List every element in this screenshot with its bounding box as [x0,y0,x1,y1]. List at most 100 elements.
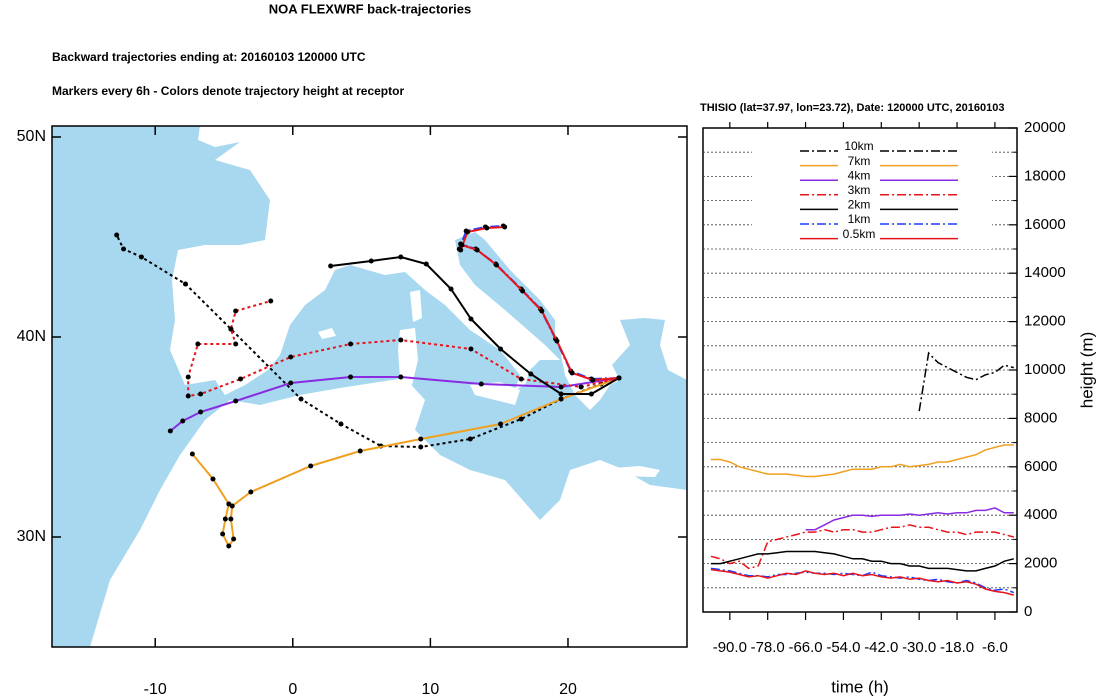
trajectory-marker [518,416,524,422]
subtitle: Backward trajectories ending at: 2016010… [52,50,366,64]
trajectory-marker [288,354,294,360]
trajectory-marker [268,298,274,304]
land-britain [198,126,262,147]
trajectory-marker [465,229,471,235]
x-tick-label: -78.0 [751,639,785,656]
land-sicily [470,382,520,405]
trajectory-marker [520,288,526,294]
trajectory-marker [467,436,473,442]
trajectory-marker [228,516,234,522]
x-tick-label: -6.0 [982,639,1008,656]
legend-label: 2km [848,198,871,212]
land-corsica [410,290,422,322]
trajectory-marker [138,254,144,260]
y-tick-label: 12000 [1024,313,1066,330]
x-tick-label: -54.0 [826,639,860,656]
x-tick-label: 20 [559,681,577,698]
trajectory-marker [498,421,504,427]
trajectory-marker [233,398,239,404]
trajectory-marker [182,281,188,287]
y-tick-label: 6000 [1024,458,1057,475]
legend-label: 7km [848,154,871,168]
trajectory-marker [198,391,204,397]
trajectory-marker [484,225,490,231]
annotation: Markers every 6h - Colors denote traject… [52,84,404,98]
trajectory-marker [233,341,239,347]
trajectory-marker [167,428,173,434]
trajectory-marker [228,326,234,332]
trajectory-marker [328,263,334,269]
x-tick-label: -90.0 [713,639,747,656]
trajectory-marker [468,346,474,352]
y-tick-label: 40N [17,328,46,345]
trajectory-marker [189,451,195,457]
trajectory-marker [616,375,622,381]
trajectory-marker [554,338,560,344]
y-tick-label: 8000 [1024,409,1057,426]
trajectory-marker [398,374,404,380]
figure-title: NOA FLEXWRF back-trajectories [269,1,472,16]
trajectory-marker [459,242,465,248]
trajectory-marker [569,370,575,376]
trajectory-marker [448,286,454,292]
y-tick-label: 10000 [1024,361,1066,378]
trajectory-marker [590,377,596,383]
panel-title: THISIO (lat=37.97, lon=23.72), Date: 120… [700,102,1005,114]
legend-label: 10km [844,139,873,153]
trajectory-marker [368,258,374,264]
trajectory-marker [185,374,191,380]
trajectory-marker [298,396,304,402]
trajectory-marker [398,337,404,343]
trajectory-marker [418,444,424,450]
height-line [710,444,1014,478]
map-background [52,126,687,647]
y-tick-label: 14000 [1024,264,1066,281]
trajectory-marker [198,409,204,415]
trajectory-marker [348,341,354,347]
trajectory [169,376,620,432]
trajectory-marker [493,262,499,268]
y-tick-label: 4000 [1024,506,1057,523]
legend-label: 4km [848,168,871,182]
trajectory-marker [558,391,564,397]
trajectory-marker [231,536,237,542]
trajectory-marker [357,448,363,454]
trajectory-marker [474,247,480,253]
trajectory-marker [238,376,244,382]
trajectory-marker [498,346,504,352]
trajectory [191,377,620,548]
trajectory-marker [539,308,545,314]
trajectory-marker [195,341,201,347]
y-tick-label: 2000 [1024,555,1057,572]
trajectory-marker [348,374,354,380]
y-tick-label: 0 [1024,603,1032,620]
trajectory-marker [222,516,228,522]
trajectory-marker [468,316,474,322]
y-tick-label: 18000 [1024,167,1066,184]
map-frame [51,125,688,648]
height-line [805,507,1014,531]
trajectories [114,223,622,549]
trajectory-marker [338,421,344,427]
x-tick-label: 0 [288,681,297,698]
trajectory-marker [288,380,294,386]
trajectory-marker [180,418,186,424]
trajectory-marker [220,531,226,537]
y-tick-label: 20000 [1024,119,1066,136]
trajectory-marker [226,501,232,507]
trajectory-marker [423,261,429,267]
y-tick-label: 30N [17,528,46,545]
trajectory-marker [121,246,127,252]
height-line [710,550,1014,572]
trajectory-marker [578,384,584,390]
trajectory [187,300,620,398]
trajectory-marker [308,463,314,469]
trajectory-marker [233,308,239,314]
x-axis-label: time (h) [831,677,889,696]
height-line [918,351,1014,412]
x-tick-label: -66.0 [788,639,822,656]
trajectory-marker [185,393,191,399]
